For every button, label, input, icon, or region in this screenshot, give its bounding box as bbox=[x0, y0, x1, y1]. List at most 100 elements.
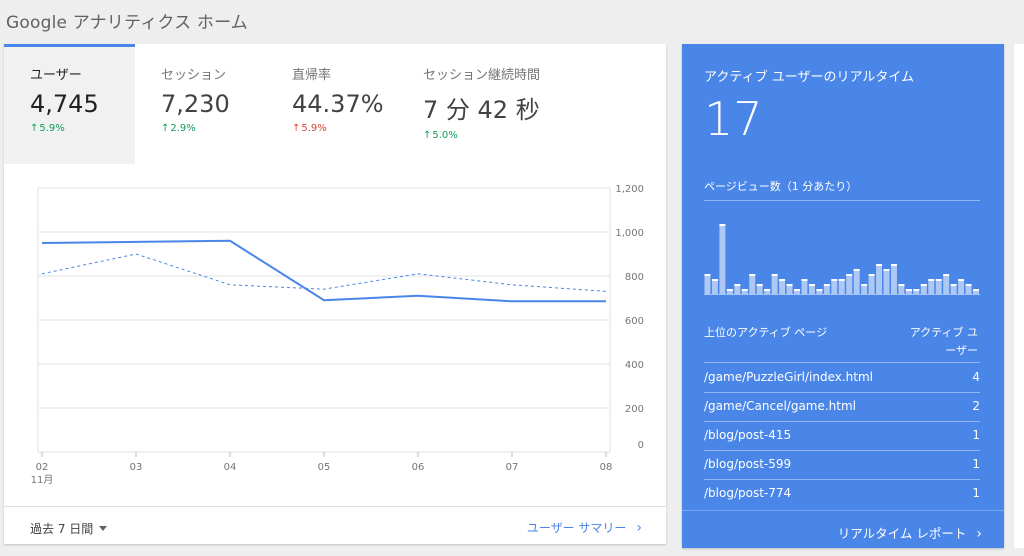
metric-label: ユーザー bbox=[30, 68, 82, 83]
active-count: 1 bbox=[972, 428, 980, 442]
pageview-bar-cap bbox=[920, 284, 927, 286]
pageview-bar-cap bbox=[764, 289, 771, 291]
pageview-bar-cap bbox=[935, 279, 942, 281]
pageview-bar-cap bbox=[838, 279, 845, 281]
pageview-bar-cap bbox=[741, 289, 748, 291]
pageview-bar-cap bbox=[876, 264, 883, 266]
active-count: 1 bbox=[972, 486, 980, 500]
pageview-bar-cap bbox=[786, 284, 793, 286]
metric-value: 7,230 bbox=[161, 90, 230, 118]
x-tick-label: 07 bbox=[506, 462, 519, 473]
pageview-bar bbox=[764, 289, 771, 294]
pageview-bar bbox=[861, 284, 868, 294]
pageview-bar bbox=[734, 284, 741, 294]
metric-label: セッション継続時間 bbox=[423, 68, 541, 83]
top-pages-header: 上位のアクティブ ページ bbox=[704, 326, 828, 339]
realtime-footer: リアルタイム レポート › bbox=[682, 510, 1004, 548]
pageview-bar bbox=[905, 289, 912, 294]
pageview-bar-cap bbox=[726, 289, 733, 291]
pageview-bar bbox=[913, 289, 920, 294]
caret-down-icon bbox=[99, 526, 108, 531]
x-tick-label: 04 bbox=[224, 462, 237, 473]
divider bbox=[704, 362, 980, 363]
pageview-bar bbox=[838, 279, 845, 294]
metric-tab-sessions[interactable]: セッション 7,230 ↑2.9% bbox=[135, 44, 266, 164]
series-line-solid bbox=[41, 239, 606, 303]
metric-delta: ↑5.9% bbox=[292, 123, 327, 134]
arrow-up-icon: ↑ bbox=[161, 123, 170, 134]
pageview-bar-cap bbox=[801, 279, 808, 281]
metric-tab-bounce-rate[interactable]: 直帰率 44.37% ↑5.9% bbox=[266, 44, 397, 164]
table-row[interactable]: /game/Cancel/game.html 2 bbox=[704, 392, 980, 421]
pageview-bar bbox=[779, 279, 786, 294]
pageview-bar-cap bbox=[794, 289, 800, 291]
overview-card: ユーザー 4,745 ↑5.9% セッション 7,230 ↑2.9% 直帰率 4… bbox=[4, 44, 666, 544]
pageview-bar-cap bbox=[913, 289, 920, 291]
pageview-bar bbox=[794, 289, 800, 294]
pageview-bar-cap bbox=[756, 284, 763, 286]
table-row[interactable]: /blog/post-415 1 bbox=[704, 421, 980, 450]
series-line-dashed bbox=[41, 253, 607, 292]
pageview-bar bbox=[719, 224, 726, 294]
pageview-bar-cap bbox=[816, 289, 823, 291]
pageview-bar bbox=[876, 264, 883, 294]
pageview-bar bbox=[928, 279, 935, 294]
pageview-bar bbox=[920, 284, 927, 294]
table-row[interactable]: /blog/post-774 1 bbox=[704, 479, 980, 508]
metric-tab-session-duration[interactable]: セッション継続時間 7 分 42 秒 ↑5.0% bbox=[397, 44, 577, 164]
pageview-bar-cap bbox=[846, 274, 853, 276]
pageview-bar bbox=[831, 279, 838, 294]
y-tick-label: 400 bbox=[625, 360, 644, 371]
metric-value: 4,745 bbox=[30, 90, 99, 118]
x-tick-label: 06 bbox=[412, 462, 425, 473]
pageview-bar bbox=[711, 279, 718, 294]
x-tick-label: 05 bbox=[318, 462, 331, 473]
metric-tab-users[interactable]: ユーザー 4,745 ↑5.9% bbox=[4, 44, 135, 164]
date-range-selector[interactable]: 過去 7 日間 bbox=[30, 520, 108, 537]
next-card-edge bbox=[1014, 44, 1024, 548]
pageview-bar-cap bbox=[965, 284, 972, 286]
pageview-bar bbox=[756, 284, 763, 294]
pageview-bar bbox=[771, 274, 778, 294]
pageview-bar-cap bbox=[823, 284, 830, 286]
pageview-bar bbox=[973, 289, 979, 294]
pageview-bar-cap bbox=[861, 284, 868, 286]
pageview-bar-cap bbox=[868, 274, 875, 276]
metric-delta: ↑2.9% bbox=[161, 123, 196, 134]
pageviews-bar-chart bbox=[704, 224, 980, 295]
table-row[interactable]: /game/PuzzleGirl/index.html 4 bbox=[704, 363, 980, 392]
pageview-bar bbox=[808, 284, 815, 294]
active-users-header: アクティブ ユーザー bbox=[909, 326, 978, 357]
page-path: /blog/post-774 bbox=[704, 486, 792, 500]
page-title: Google アナリティクス ホーム bbox=[6, 13, 248, 33]
pageview-bar-cap bbox=[719, 224, 726, 226]
users-line-chart: 1,200 1,000 800 600 400 200 0 02 03 04 05 06 07 08 11月 bbox=[31, 184, 644, 486]
pageview-bar-cap bbox=[704, 274, 711, 276]
pageview-bar-cap bbox=[711, 279, 718, 281]
pageview-bar-cap bbox=[973, 289, 979, 291]
pageview-bar bbox=[726, 289, 733, 294]
pageview-bar bbox=[749, 274, 756, 294]
page-path: /game/Cancel/game.html bbox=[704, 399, 857, 413]
arrow-up-icon: ↑ bbox=[423, 130, 432, 141]
x-tick-label: 03 bbox=[130, 462, 143, 473]
user-summary-link[interactable]: ユーザー サマリー › bbox=[526, 520, 642, 536]
chevron-right-icon: › bbox=[976, 526, 982, 542]
pageviews-per-minute-label: ページビュー数（1 分あたり） bbox=[704, 180, 858, 193]
pageview-bar-cap bbox=[749, 274, 756, 276]
metric-value: 44.37% bbox=[292, 90, 384, 118]
realtime-report-link[interactable]: リアルタイム レポート › bbox=[837, 526, 982, 542]
divider bbox=[704, 450, 980, 451]
pageview-bar bbox=[958, 279, 965, 294]
active-count: 2 bbox=[972, 399, 980, 413]
table-row[interactable]: /blog/post-599 1 bbox=[704, 450, 980, 479]
pageview-bar bbox=[868, 274, 875, 294]
divider bbox=[704, 200, 980, 201]
pageview-bar-cap bbox=[883, 269, 890, 271]
realtime-title: アクティブ ユーザーのリアルタイム bbox=[704, 70, 915, 85]
pageview-bar-cap bbox=[771, 274, 778, 276]
pageview-bar-cap bbox=[808, 284, 815, 286]
divider bbox=[704, 392, 980, 393]
pageview-bar bbox=[935, 279, 942, 294]
active-count: 4 bbox=[972, 370, 980, 384]
